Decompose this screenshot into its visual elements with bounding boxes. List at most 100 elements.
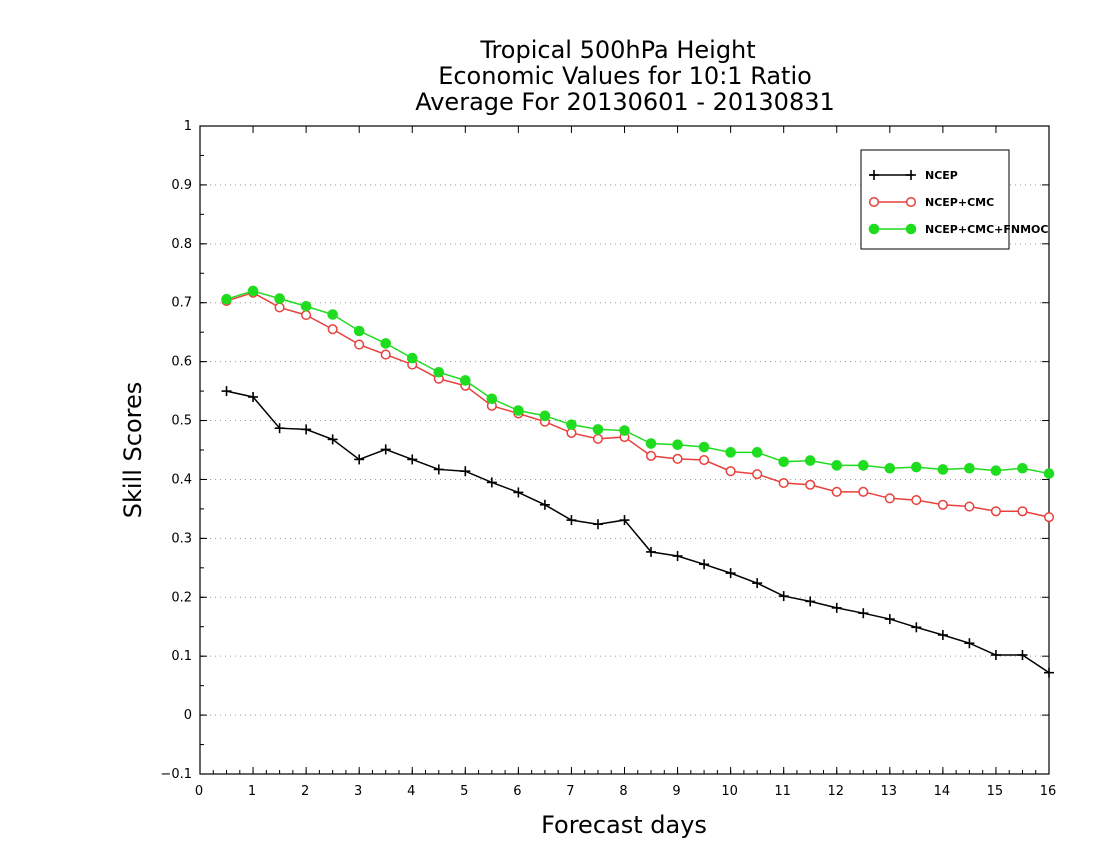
data-point [645,438,657,449]
y-axis-label: Skill Scores [119,382,147,519]
data-point [911,622,922,633]
data-point [884,493,895,504]
data-point [354,339,365,350]
data-point [274,302,285,313]
data-point [725,568,736,579]
data-point [1043,468,1055,479]
data-point [300,300,312,312]
data-point [248,391,259,402]
x-tick-label: 5 [460,784,468,799]
x-tick-label: 13 [881,784,898,799]
data-point [433,464,444,475]
x-axis-label: Forecast days [541,811,707,839]
series-lines [221,285,1055,678]
data-point [566,515,577,526]
data-point [1017,506,1028,517]
data-point [672,453,683,464]
data-point [539,499,550,510]
data-point [937,629,948,640]
data-point [566,419,577,430]
data-point [858,608,869,619]
legend-marker [905,196,917,208]
y-tick-label: 1 [184,119,192,134]
chart-title-line-1: Tropical 500hPa Height [479,36,755,64]
data-point [274,293,285,304]
data-point [619,425,630,436]
legend-box [860,149,1010,250]
data-point [247,285,259,297]
data-point [804,455,816,466]
data-point [592,433,604,444]
data-point [486,477,497,488]
data-point [354,454,365,465]
data-point [990,506,1001,517]
data-point [301,424,312,435]
x-tick-label: 15 [987,784,1004,799]
data-point [964,462,975,474]
data-point [778,591,789,602]
series-0 [221,386,1054,678]
x-tick-label: 2 [301,784,309,799]
data-point [858,486,869,497]
data-point [725,447,736,458]
x-tick-label: 12 [827,784,844,799]
y-tick-label: 0.1 [171,649,192,664]
data-point [380,444,391,455]
data-point [831,460,843,471]
data-point [646,546,657,557]
data-point [1017,650,1028,661]
data-point [672,551,683,562]
grid-lines [200,184,1049,716]
axis-ticks: −0.100.10.20.30.40.50.60.70.80.910 1 2 3 4 5 6… [160,119,1056,799]
data-point [857,460,869,471]
series-line [226,291,1050,518]
x-tick-label: 6 [513,784,521,799]
data-point [990,650,1001,661]
legend-label: NCEP [925,169,958,182]
x-tick-label: 10 [721,784,738,799]
chart-title-line-3: Average For 20130601 - 20130831 [415,88,835,116]
chart-title-line-2: Economic Values for 10:1 Ratio [438,62,812,90]
data-point [911,495,922,506]
data-point [407,454,418,465]
x-tick-label: 4 [407,784,415,799]
data-point [698,441,710,453]
data-point [884,614,895,625]
data-point [460,375,471,386]
data-point [884,462,896,474]
data-point [805,479,816,490]
data-point [964,638,975,649]
y-tick-label: 0.2 [171,590,192,605]
data-point [699,559,710,570]
data-point [752,578,763,589]
data-point [406,352,418,364]
y-tick-label: 0.6 [171,355,192,370]
data-point [433,366,445,378]
data-point [592,519,603,530]
data-point [274,423,285,434]
data-point [805,596,816,607]
data-point [539,410,551,422]
data-point [592,424,604,435]
legend-label: NCEP+CMC [925,196,994,209]
data-point [751,447,763,458]
x-tick-label: 1 [248,784,256,799]
x-tick-label: 8 [619,784,627,799]
x-tick-label: 9 [672,784,680,799]
y-tick-label: 0.8 [171,237,192,252]
data-point [911,461,922,473]
x-tick-label: 14 [934,784,951,799]
x-tick-label: 0 [195,784,203,799]
data-point [725,466,736,477]
legend-marker [868,223,880,235]
chart-title: Tropical 500hPa Height Economic Values f… [415,36,835,116]
data-point [327,309,338,320]
y-tick-label: 0 [184,708,192,723]
data-point [353,325,365,337]
data-point [831,486,842,497]
y-tick-label: 0.7 [171,296,192,311]
x-tick-label: 7 [566,784,574,799]
data-point [964,501,975,512]
y-tick-label: 0.3 [171,531,192,546]
data-point [1017,462,1028,474]
